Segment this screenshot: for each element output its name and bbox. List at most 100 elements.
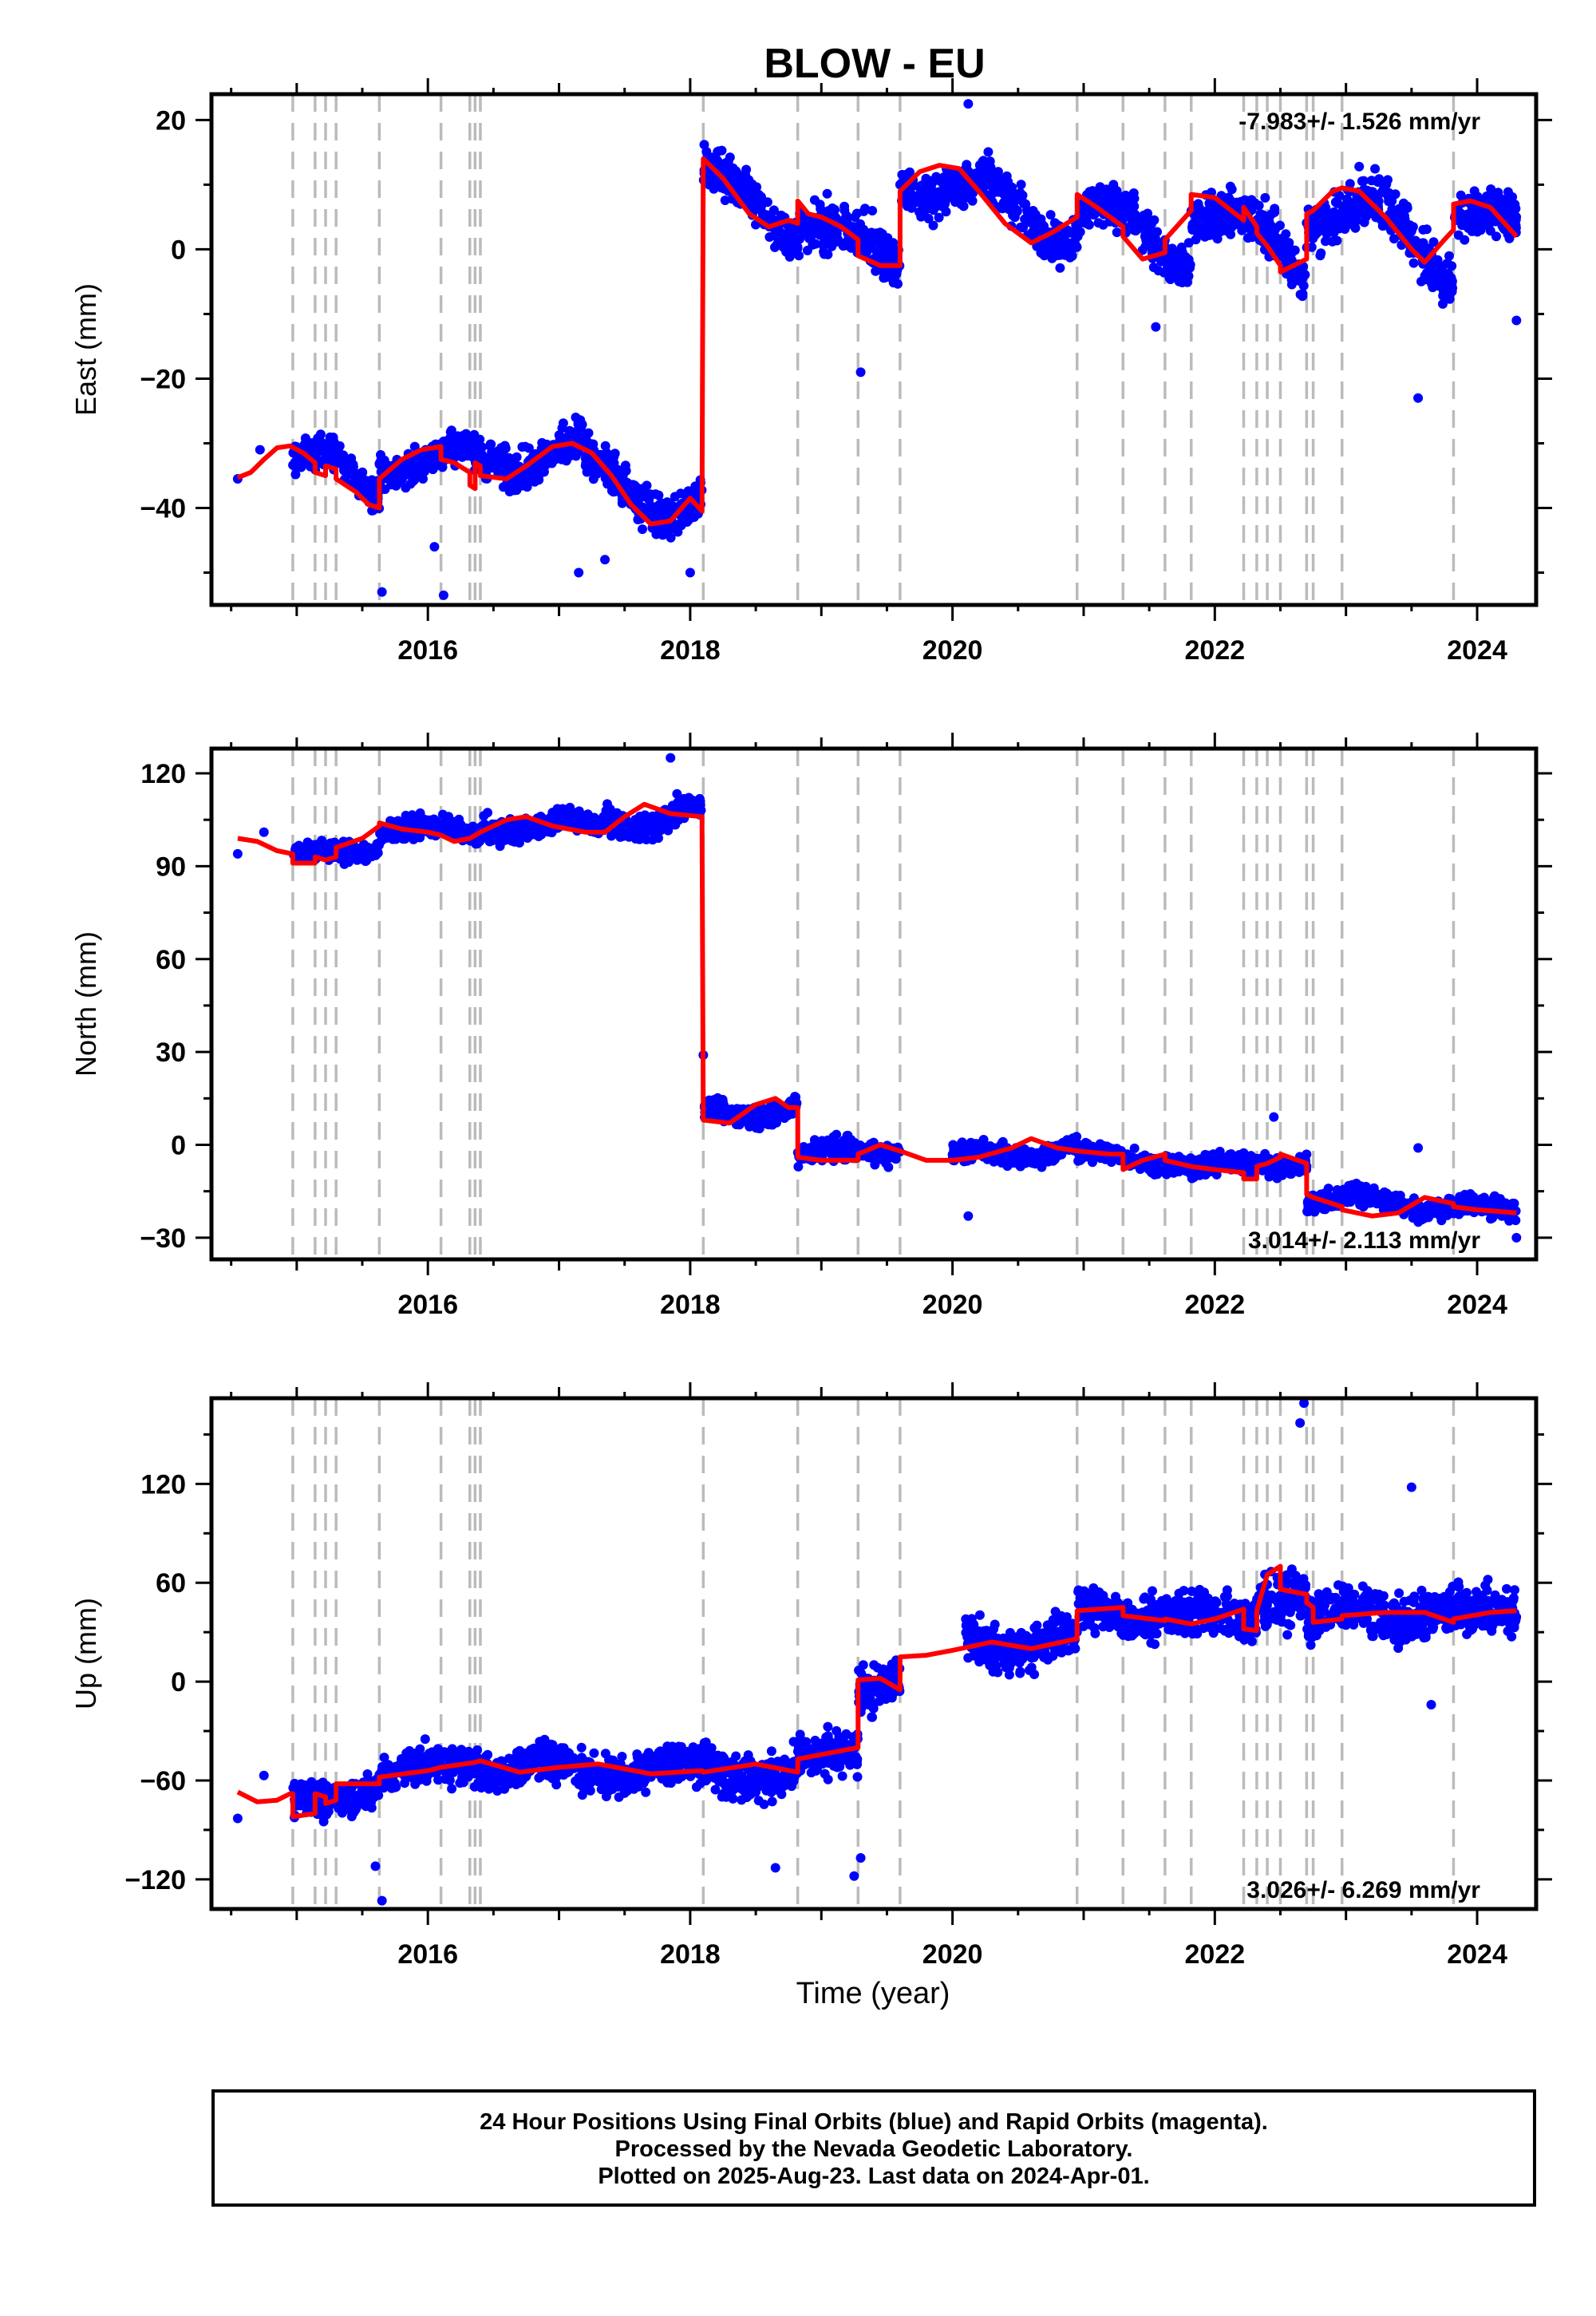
data-point	[1163, 263, 1172, 273]
data-point	[996, 201, 1006, 211]
x-tick-label: 2020	[922, 635, 983, 666]
data-point	[1079, 208, 1088, 219]
data-point	[1321, 229, 1332, 239]
y-tick-label: 0	[171, 235, 186, 265]
data-point	[1226, 229, 1236, 239]
data-point	[491, 826, 501, 836]
data-point	[1437, 272, 1448, 283]
data-point	[1266, 221, 1277, 231]
data-point	[841, 211, 851, 220]
data-point	[393, 478, 402, 488]
data-point	[1247, 232, 1258, 243]
data-point	[1317, 215, 1328, 225]
data-point	[498, 482, 508, 492]
data-point	[835, 1138, 845, 1148]
data-point	[1282, 242, 1293, 252]
data-points	[232, 99, 1522, 600]
data-point	[1037, 219, 1047, 229]
data-point	[425, 450, 436, 460]
data-point	[1204, 198, 1215, 208]
data-point	[1016, 192, 1026, 202]
data-point	[1028, 215, 1037, 225]
data-point	[757, 210, 768, 220]
data-point	[1428, 237, 1439, 247]
event-lines	[291, 94, 1456, 605]
data-point	[1015, 222, 1025, 232]
data-point	[809, 195, 820, 205]
data-point	[1001, 171, 1012, 181]
data-point	[720, 196, 730, 205]
data-point	[610, 487, 619, 496]
data-point	[950, 195, 961, 205]
plot-frame	[209, 92, 1539, 607]
data-point	[457, 438, 468, 449]
data-point	[739, 1116, 749, 1126]
data-point	[438, 590, 448, 600]
data-point	[899, 170, 909, 180]
data-point	[530, 820, 540, 831]
data-point	[786, 223, 796, 234]
data-point	[358, 851, 369, 861]
data-point	[306, 444, 316, 454]
data-point	[477, 442, 488, 453]
data-point	[709, 184, 719, 194]
data-point	[1416, 238, 1427, 248]
data-point	[313, 433, 323, 444]
y-tick-label: −40	[140, 493, 186, 524]
data-point	[666, 820, 676, 830]
data-point	[1007, 1153, 1017, 1164]
data-point	[643, 820, 654, 830]
y-tick-label: −20	[140, 364, 186, 394]
data-point	[1421, 224, 1432, 235]
data-point	[1067, 251, 1077, 261]
data-point	[631, 493, 642, 504]
data-point	[558, 418, 568, 429]
data-point	[820, 220, 831, 231]
data-point	[855, 219, 865, 229]
data-point	[1491, 231, 1501, 242]
data-point	[850, 212, 860, 222]
data-point	[1448, 283, 1458, 293]
y-axis-label: East (mm)	[69, 283, 102, 416]
data-point	[879, 273, 889, 283]
data-point	[831, 212, 841, 223]
data-point	[860, 204, 870, 214]
data-point	[816, 204, 826, 214]
data-point	[1215, 224, 1226, 235]
data-point	[799, 225, 809, 235]
data-point	[1332, 198, 1342, 208]
data-point	[1400, 214, 1410, 224]
data-point	[824, 230, 834, 240]
data-point	[934, 212, 944, 223]
data-point	[1192, 211, 1203, 221]
data-point	[832, 229, 842, 239]
data-point	[620, 460, 630, 471]
data-point	[963, 99, 974, 109]
data-point	[638, 524, 647, 535]
data-point	[793, 1161, 804, 1172]
data-point	[1171, 247, 1181, 258]
data-point	[486, 439, 496, 449]
data-point	[571, 413, 581, 422]
data-point	[367, 491, 377, 501]
data-point	[576, 421, 587, 432]
data-point	[377, 587, 387, 597]
data-point	[294, 840, 304, 851]
data-point	[1148, 263, 1159, 272]
data-point	[1165, 275, 1175, 284]
data-point	[1193, 230, 1203, 239]
data-point	[1022, 207, 1033, 217]
data-point	[1390, 189, 1400, 200]
data-point	[1428, 283, 1438, 293]
data-point	[893, 279, 903, 289]
data-point	[1075, 227, 1085, 237]
data-point	[996, 1140, 1006, 1150]
data-point	[819, 247, 829, 257]
data-point	[685, 511, 696, 521]
data-point	[1268, 234, 1278, 244]
data-point	[1126, 191, 1136, 201]
data-point	[1379, 220, 1389, 231]
data-point	[1112, 227, 1122, 238]
